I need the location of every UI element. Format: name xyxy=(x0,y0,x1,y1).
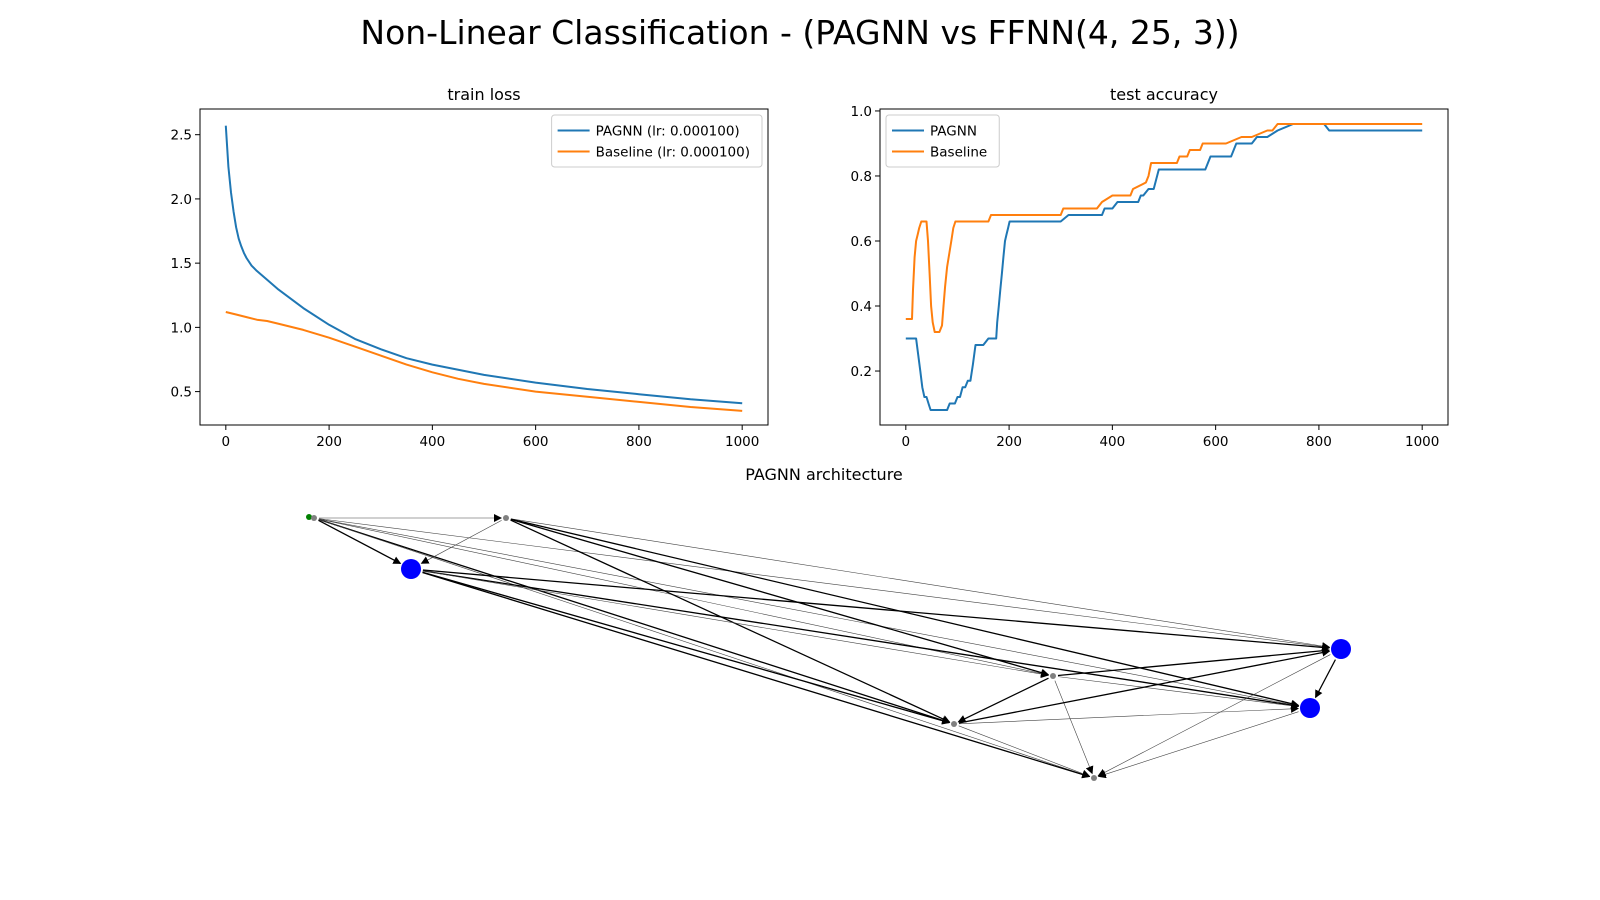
y-tick-label: 0.2 xyxy=(851,364,872,380)
graph-edge xyxy=(422,571,951,725)
graph-node xyxy=(1091,775,1097,781)
graph-edge xyxy=(510,519,951,723)
x-tick-label: 1000 xyxy=(725,434,759,450)
legend-frame xyxy=(551,114,763,168)
graph-node xyxy=(503,515,509,521)
legend: PAGNN Baseline xyxy=(885,114,1000,168)
graph-node xyxy=(1331,639,1351,659)
y-tick-label: 1.5 xyxy=(171,256,192,272)
x-tick-label: 400 xyxy=(419,434,445,450)
series-line-1 xyxy=(225,311,743,412)
graph-edge xyxy=(422,569,1331,652)
x-tick-label: 600 xyxy=(523,434,549,450)
graph-edge xyxy=(318,518,1331,651)
x-tick-label: 200 xyxy=(316,434,342,450)
x-tick-label: 0 xyxy=(902,434,911,450)
y-tick-label: 0.4 xyxy=(851,299,872,315)
graph-node xyxy=(306,514,312,520)
series-line-0 xyxy=(905,123,1423,411)
graph-edge xyxy=(1315,659,1336,699)
graph-edge xyxy=(510,518,1050,677)
plot-frame xyxy=(199,108,769,426)
graph-edge xyxy=(318,519,402,564)
chart-title: train loss xyxy=(447,85,520,104)
train-loss-chart: train loss 0 200 400 600 800 1000 0.5 1.0 1.5 2.0… xyxy=(171,85,769,450)
y-tick-label: 1.0 xyxy=(171,320,192,336)
graph-edge xyxy=(958,704,1300,725)
legend-frame xyxy=(885,114,1000,168)
graph-edge xyxy=(422,570,1300,710)
graph-node xyxy=(1300,698,1320,718)
graph-edge xyxy=(422,570,1050,678)
graph-edge xyxy=(958,648,1331,724)
y-tick-label: 0.5 xyxy=(171,385,192,401)
graph-edge xyxy=(318,518,1300,709)
architecture-graph: PAGNN architecture xyxy=(306,465,1351,781)
series-line-1 xyxy=(905,123,1423,333)
x-tick-label: 800 xyxy=(626,434,652,450)
chart-title: test accuracy xyxy=(1110,85,1218,104)
test-accuracy-chart: test accuracy 0 200 400 600 800 1000 0.2 0.4 0.6… xyxy=(851,85,1449,450)
y-tick-label: 0.8 xyxy=(851,169,872,185)
graph-edge xyxy=(1057,676,1300,710)
x-tick-label: 1000 xyxy=(1405,434,1439,450)
graph-node xyxy=(951,721,957,727)
legend: PAGNN (lr: 0.000100) Baseline (lr: 0.0001… xyxy=(551,114,763,168)
graph-edge xyxy=(318,519,1091,779)
legend-label: Baseline (lr: 0.000100) xyxy=(596,145,750,161)
graph-edge xyxy=(957,677,1049,723)
y-tick-label: 2.0 xyxy=(171,192,192,208)
graph-node xyxy=(401,559,421,579)
graph-edge xyxy=(510,518,1331,651)
graph-edge xyxy=(420,520,502,564)
graph-edge xyxy=(1057,646,1331,677)
chart-title: PAGNN architecture xyxy=(745,465,903,484)
y-tick-label: 1.0 xyxy=(851,104,872,120)
graph-edge xyxy=(318,518,1050,678)
graph-edge xyxy=(318,518,951,725)
series-line-0 xyxy=(224,125,743,405)
graph-node xyxy=(1050,673,1056,679)
y-tick-label: 2.5 xyxy=(171,128,192,144)
x-tick-label: 0 xyxy=(222,434,231,450)
x-tick-label: 800 xyxy=(1306,434,1332,450)
graph-edge xyxy=(422,571,1091,779)
figure-title: Non-Linear Classification - (PAGNN vs FF… xyxy=(360,13,1239,52)
x-tick-label: 400 xyxy=(1099,434,1125,450)
graph-edge xyxy=(1054,680,1094,775)
legend-label: PAGNN (lr: 0.000100) xyxy=(596,124,740,140)
graph-edge xyxy=(1097,711,1299,779)
y-tick-label: 0.6 xyxy=(851,234,872,250)
legend-label: Baseline xyxy=(930,145,987,161)
graph-node xyxy=(311,515,317,521)
plot-frame xyxy=(879,108,1449,426)
legend-label: PAGNN xyxy=(930,124,977,140)
x-tick-label: 600 xyxy=(1203,434,1229,450)
graph-edge xyxy=(510,518,1300,708)
x-tick-label: 200 xyxy=(996,434,1022,450)
graph-edge xyxy=(958,725,1091,778)
graph-edge xyxy=(1097,654,1331,777)
